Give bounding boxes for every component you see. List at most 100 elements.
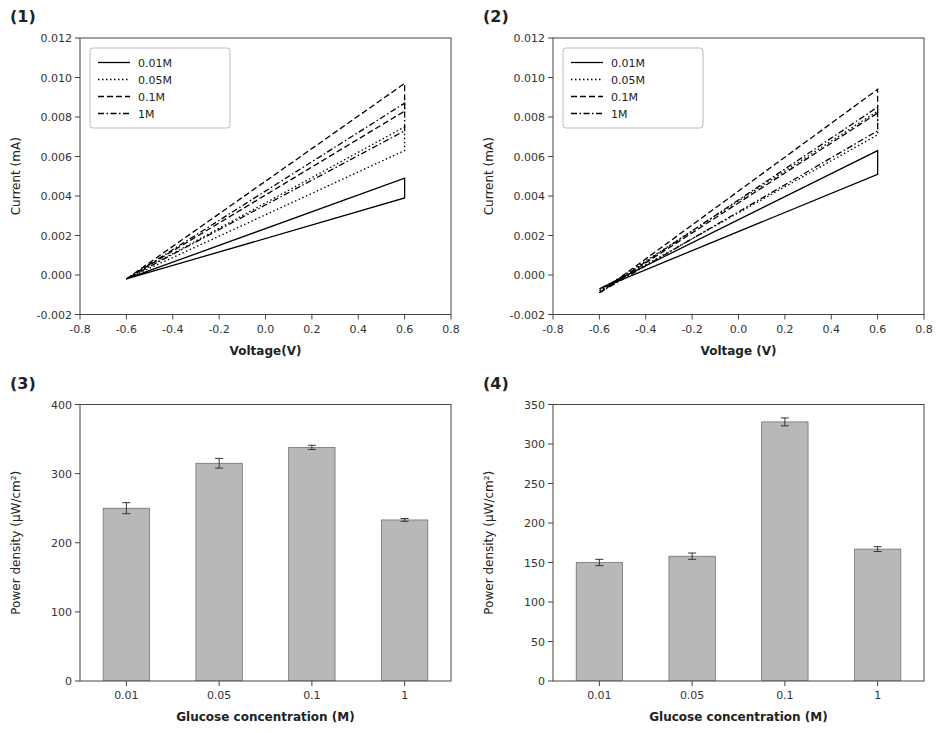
x-tick xyxy=(738,315,739,320)
error-stem xyxy=(599,559,600,565)
legend-swatch xyxy=(98,79,130,80)
cv-line xyxy=(599,111,877,291)
legend-label: 0.1M xyxy=(611,91,638,104)
x-tick-label: 0.4 xyxy=(350,323,368,336)
error-cap xyxy=(688,553,696,554)
y-tick-label: 250 xyxy=(524,478,545,491)
y-axis-label: Power density (μW/cm²) xyxy=(482,471,496,615)
y-tick xyxy=(548,196,553,197)
y-tick-label: -0.002 xyxy=(37,309,72,322)
error-cap xyxy=(122,513,130,514)
legend-swatch xyxy=(98,62,130,63)
error-stem xyxy=(784,418,785,426)
y-tick-label: 100 xyxy=(51,606,72,619)
error-cap xyxy=(122,502,130,503)
panel-label: (1) xyxy=(10,7,36,26)
legend-label: 0.1M xyxy=(138,91,165,104)
x-tick-label: 0.2 xyxy=(776,323,794,336)
y-tick xyxy=(548,444,553,445)
y-tick-label: 0.000 xyxy=(514,269,546,282)
y-axis-label: Power density (μW/cm²) xyxy=(9,471,23,615)
x-tick-label: 0.6 xyxy=(396,323,414,336)
y-tick xyxy=(548,562,553,563)
plot-area xyxy=(103,445,428,681)
y-tick-label: 0.008 xyxy=(514,111,546,124)
y-tick-label: 300 xyxy=(51,468,72,481)
bar xyxy=(854,549,900,681)
y-tick xyxy=(75,314,80,315)
y-tick-label: 300 xyxy=(524,438,545,451)
legend-label: 0.01M xyxy=(611,57,645,70)
x-tick-label: 0.01 xyxy=(587,689,612,702)
y-tick xyxy=(548,77,553,78)
y-tick xyxy=(75,196,80,197)
error-cap xyxy=(595,559,603,560)
legend-swatch xyxy=(571,62,603,63)
y-tick-label: 0.012 xyxy=(41,32,73,45)
error-bar xyxy=(122,503,130,514)
y-tick xyxy=(75,38,80,39)
y-tick xyxy=(548,602,553,603)
x-tick xyxy=(80,315,81,320)
error-cap xyxy=(874,546,882,547)
x-tick xyxy=(311,315,312,320)
y-tick-label: -0.002 xyxy=(510,309,545,322)
y-tick xyxy=(548,38,553,39)
x-tick-label: -0.8 xyxy=(542,323,563,336)
x-tick-label: 0.4 xyxy=(823,323,841,336)
error-stem xyxy=(877,547,878,552)
plot-frame xyxy=(80,38,451,315)
y-tick xyxy=(75,117,80,118)
y-tick xyxy=(75,156,80,157)
y-tick-label: 0 xyxy=(538,675,545,688)
error-stem xyxy=(692,553,693,559)
bar xyxy=(381,520,427,681)
y-tick xyxy=(548,275,553,276)
panel-label: (3) xyxy=(10,374,36,393)
y-tick xyxy=(548,681,553,682)
y-tick-label: 0.002 xyxy=(41,230,73,243)
y-tick xyxy=(548,483,553,484)
y-tick-label: 0.004 xyxy=(514,190,546,203)
plot-area xyxy=(576,418,901,681)
y-tick-label: 0 xyxy=(65,675,72,688)
x-tick xyxy=(692,315,693,320)
legend-label: 1M xyxy=(138,108,155,121)
plot-frame xyxy=(553,38,924,315)
error-bar xyxy=(688,553,696,559)
x-tick-label: 0.0 xyxy=(730,323,748,336)
error-bar xyxy=(401,519,409,522)
y-tick-label: 200 xyxy=(51,537,72,550)
x-tick-label: -0.6 xyxy=(116,323,137,336)
panel: (4)050100150200250300350Power density (μ… xyxy=(482,374,924,725)
legend-box xyxy=(563,48,703,128)
x-tick-label: 0.2 xyxy=(303,323,321,336)
x-tick xyxy=(451,315,452,320)
legend: 0.01M0.05M0.1M1M xyxy=(90,48,230,128)
x-tick-label: 0.1 xyxy=(303,689,321,702)
x-tick-label: 0.8 xyxy=(915,323,933,336)
bar xyxy=(576,563,622,682)
error-bar xyxy=(874,547,882,552)
plot-frame xyxy=(80,405,451,682)
y-tick-label: 200 xyxy=(524,517,545,530)
legend-swatch xyxy=(571,113,603,114)
x-tick xyxy=(692,681,693,686)
error-bar xyxy=(595,559,603,565)
plot-frame xyxy=(553,405,924,682)
x-tick-label: -0.2 xyxy=(681,323,702,336)
x-axis-label: Voltage(V) xyxy=(230,344,302,358)
y-tick xyxy=(548,156,553,157)
panel: (2)-0.0020.0000.0020.0040.0060.0080.0100… xyxy=(482,7,933,358)
x-tick xyxy=(924,315,925,320)
error-stem xyxy=(311,445,312,449)
error-cap xyxy=(308,449,316,450)
x-tick xyxy=(311,681,312,686)
x-tick xyxy=(784,315,785,320)
legend-label: 0.05M xyxy=(611,74,645,87)
error-cap xyxy=(401,518,409,519)
y-tick-label: 0.002 xyxy=(514,230,546,243)
y-tick xyxy=(75,542,80,543)
y-tick-label: 0.006 xyxy=(514,151,546,164)
x-tick xyxy=(599,681,600,686)
